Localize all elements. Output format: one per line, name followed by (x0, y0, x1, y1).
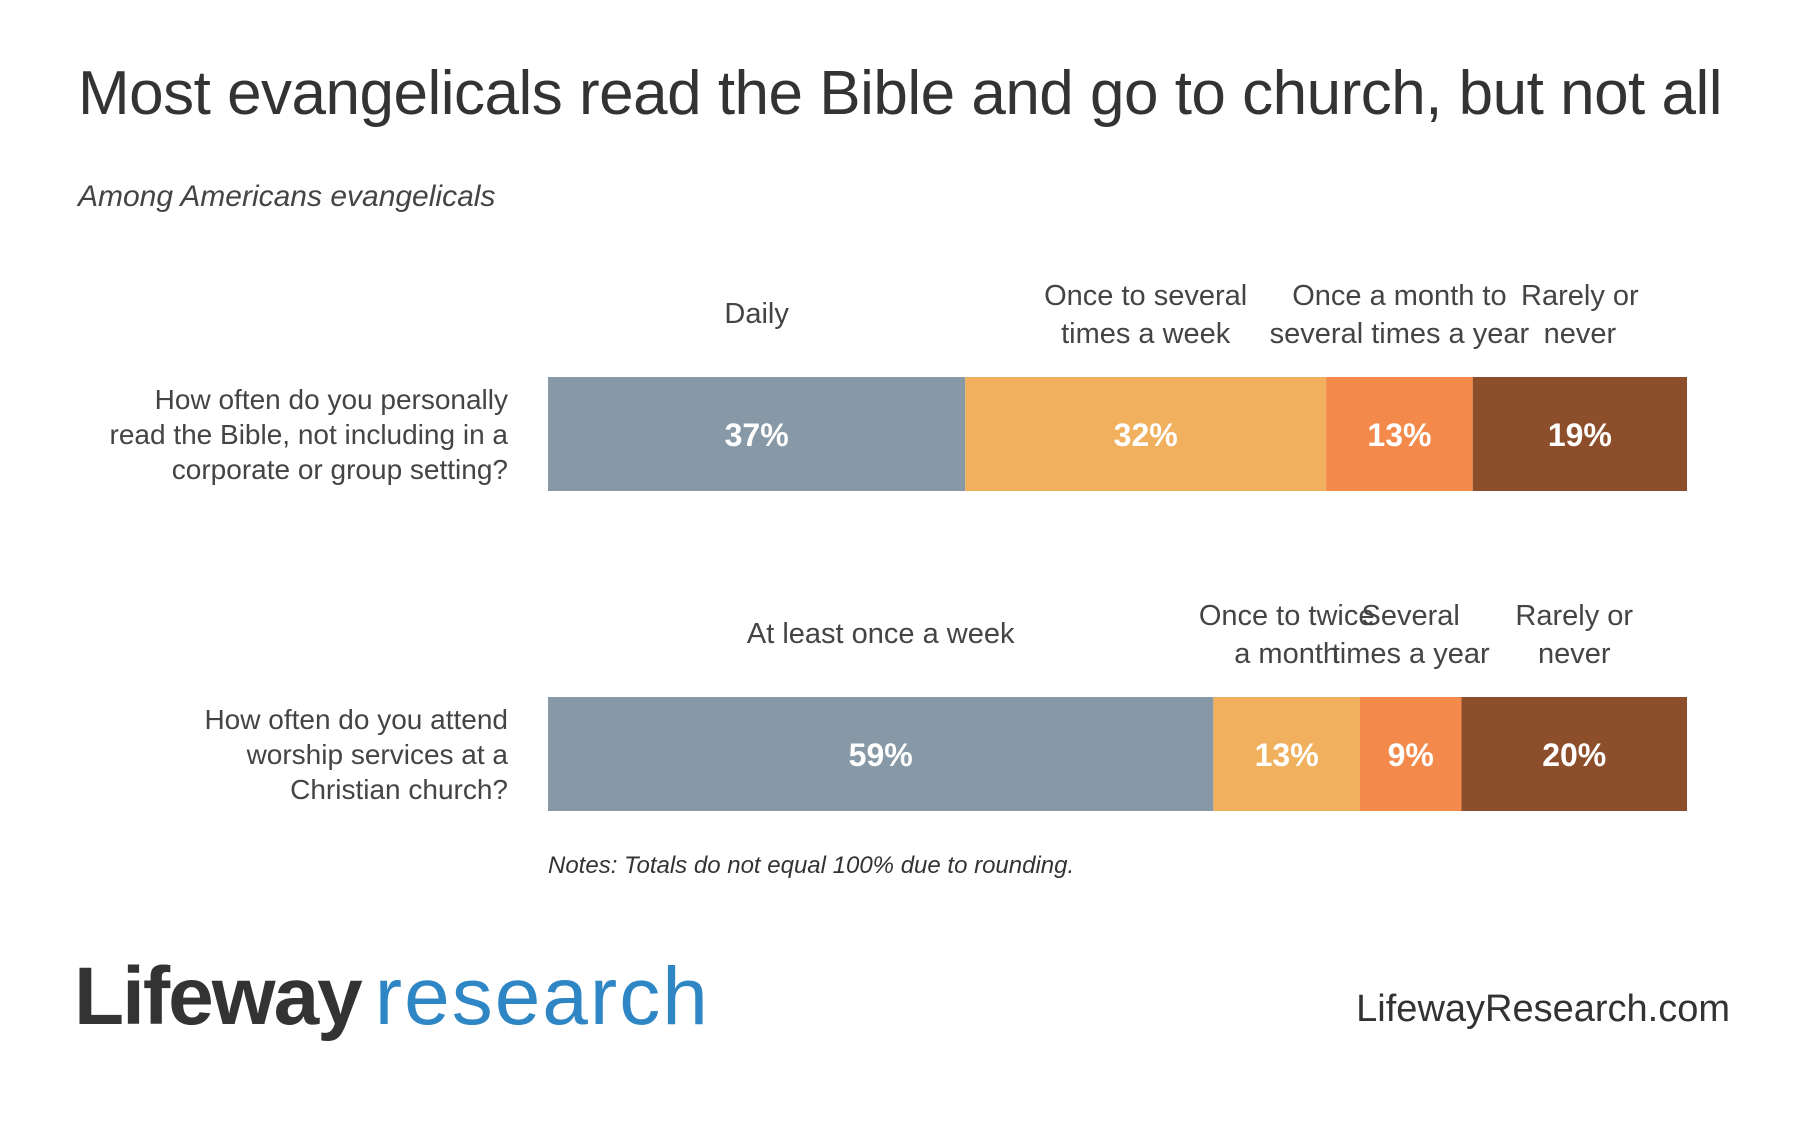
category-line: Once to twice (1199, 600, 1375, 632)
question-line: How often do you personally (155, 384, 508, 415)
chart-title: Most evangelicals read the Bible and go … (78, 59, 1723, 128)
question-line: How often do you attend (204, 704, 508, 735)
category-line: a month (1234, 638, 1339, 670)
category-line: never (1544, 318, 1617, 350)
category-line: Rarely or (1515, 600, 1633, 632)
bar-segment (548, 697, 1214, 811)
category-label: Rarely or never (1521, 280, 1639, 350)
category-line: At least once a week (747, 618, 1015, 650)
category-line: several times a year (1270, 318, 1530, 350)
chart-subtitle: Among Americans evangelicals (78, 180, 496, 213)
category-line: Once a month to (1292, 280, 1506, 312)
bar-segment (965, 377, 1327, 491)
value-label: 59% (849, 737, 913, 773)
category-label: Rarely or never (1515, 600, 1633, 670)
value-label: 13% (1367, 417, 1431, 453)
category-line: Daily (724, 298, 789, 330)
bar-segment (548, 377, 966, 491)
category-line: times a year (1332, 638, 1490, 670)
question-line: corporate or group setting? (172, 454, 508, 485)
category-label: Once a month to several times a year (1270, 280, 1530, 350)
category-label: Once to twice a month (1199, 600, 1375, 670)
category-label: Several times a year (1332, 600, 1490, 670)
stacked-bar-chart: How often do you personally read the Bibl… (110, 280, 1687, 811)
bar-segment (1359, 697, 1462, 811)
category-line: Rarely or (1521, 280, 1639, 312)
category-line: Several (1362, 600, 1460, 632)
category-label: Once to several times a week (1044, 280, 1247, 350)
question-line: read the Bible, not including in a (110, 419, 509, 450)
category-line: times a week (1061, 318, 1231, 350)
category-label: At least once a week (747, 618, 1015, 650)
logo-lifeway-text: Lifeway (74, 951, 363, 1042)
value-label: 20% (1542, 737, 1606, 773)
value-label: 19% (1548, 417, 1612, 453)
lifeway-research-logo: Lifeway research (74, 956, 710, 1038)
category-label: Daily (724, 298, 789, 330)
bar-segment (1472, 377, 1687, 491)
bar-segment (1326, 377, 1473, 491)
question-line: worship services at a (246, 739, 509, 770)
bar-segment (1213, 697, 1360, 811)
question-line: Christian church? (290, 774, 508, 805)
value-label: 32% (1114, 417, 1178, 453)
value-label: 37% (725, 417, 789, 453)
logo-research-text: research (374, 951, 710, 1042)
chart-note: Notes: Totals do not equal 100% due to r… (548, 852, 1075, 879)
bar-segment (1461, 697, 1687, 811)
value-label: 9% (1388, 737, 1434, 773)
value-label: 13% (1255, 737, 1319, 773)
category-line: never (1538, 638, 1611, 670)
website-link[interactable]: LifewayResearch.com (1356, 988, 1730, 1030)
question-label: How often do you personally read the Bibl… (110, 384, 509, 485)
category-line: Once to several (1044, 280, 1247, 312)
question-label: How often do you attend worship services … (204, 704, 508, 805)
